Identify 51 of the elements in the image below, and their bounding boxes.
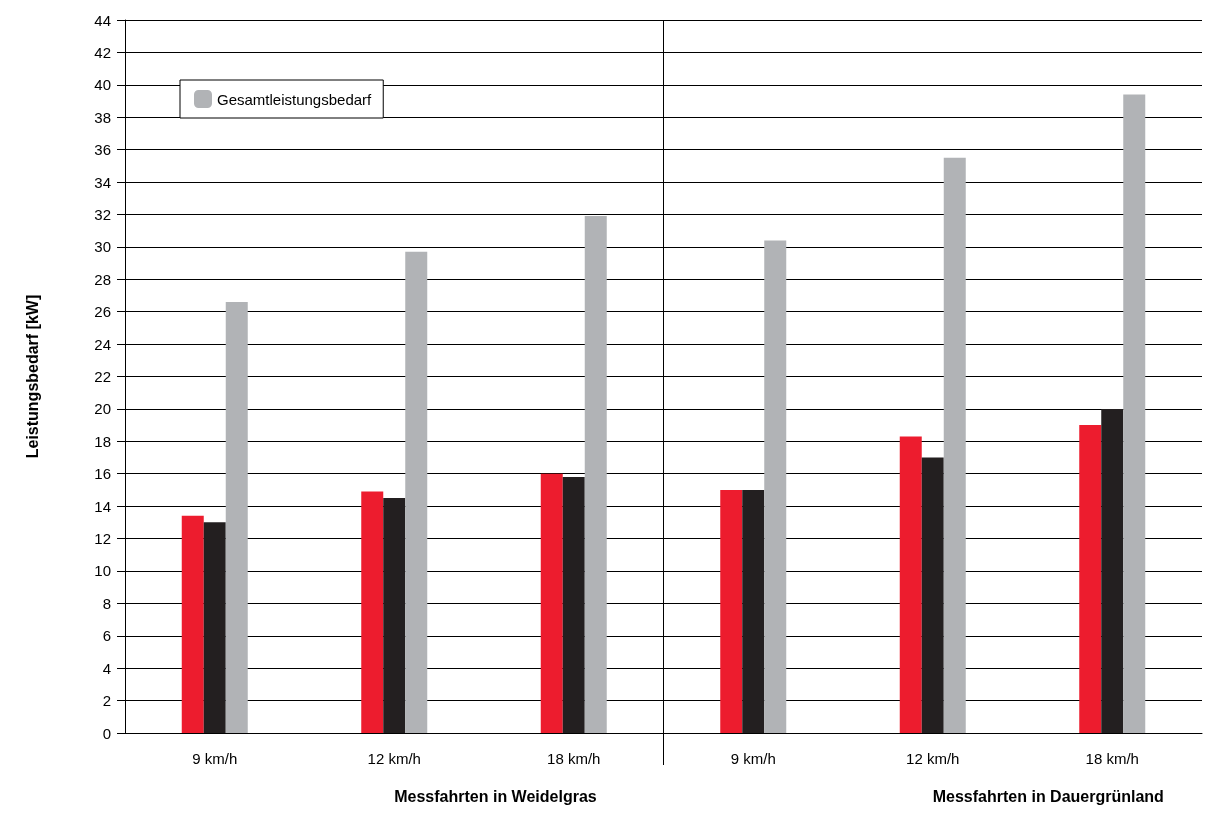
y-tick-label: 40 <box>94 76 111 94</box>
bar <box>764 240 787 733</box>
y-tick-label: 28 <box>94 270 111 288</box>
bar <box>742 489 765 733</box>
y-tick-label: 8 <box>102 594 111 612</box>
x-tick-label: 12 km/h <box>367 750 421 767</box>
bar <box>899 436 922 733</box>
y-tick-label: 36 <box>94 141 111 159</box>
text: Messfahrten in Dauergrünland <box>932 787 1164 805</box>
y-tick-label: 38 <box>94 108 111 126</box>
y-tick-label: 2 <box>102 692 111 710</box>
y-axis-title: Leistungsbedarf [kW] <box>23 294 41 459</box>
x-tick-label: 18 km/h <box>547 750 601 767</box>
y-tick-label: 24 <box>94 335 111 353</box>
x-tick-label: 12 km/h <box>906 750 960 767</box>
y-tick-label: 34 <box>94 173 111 191</box>
bar <box>203 522 226 733</box>
y-tick-label: 12 <box>94 530 111 548</box>
y-tick-label: 44 <box>94 11 111 29</box>
bar <box>943 157 966 733</box>
bar <box>383 498 406 733</box>
y-tick-label: 10 <box>94 562 111 580</box>
y-tick-label: 26 <box>94 303 111 321</box>
bar <box>720 489 743 733</box>
bar <box>540 473 563 733</box>
y-tick-label: 22 <box>94 368 111 385</box>
bar <box>1079 425 1102 733</box>
y-tick-label: 20 <box>94 400 111 418</box>
y-tick-label: 42 <box>94 43 111 61</box>
bar <box>921 457 944 733</box>
y-tick-label: 32 <box>94 205 111 223</box>
y-tick-label: 18 <box>94 432 111 450</box>
bar <box>181 515 204 733</box>
legend-label: Gesamtleistungsbedarf <box>217 90 373 108</box>
x-tick-label: 9 km/h <box>730 750 776 767</box>
y-tick-label: 30 <box>94 238 111 256</box>
y-tick-label: 0 <box>102 724 111 742</box>
y-tick-label: 14 <box>94 497 111 515</box>
bar <box>1101 408 1124 733</box>
y-tick-label: 16 <box>94 465 111 483</box>
bar <box>225 301 248 733</box>
bar <box>361 491 384 733</box>
y-tick-label: 6 <box>102 627 111 645</box>
bar <box>584 216 607 733</box>
bar <box>405 251 428 733</box>
x-tick-label: 18 km/h <box>1085 750 1139 767</box>
x-tick-label: 9 km/h <box>192 750 238 767</box>
text: Messfahrten in Weidelgras <box>394 787 597 805</box>
bar <box>1123 94 1146 733</box>
y-tick-label: 4 <box>102 659 111 677</box>
bar <box>562 476 585 733</box>
